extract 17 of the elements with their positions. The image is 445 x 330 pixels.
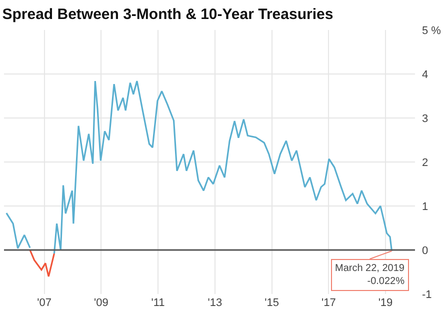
y-tick-label: 2 bbox=[422, 156, 428, 169]
y-tick-label: -1 bbox=[422, 288, 432, 301]
x-tick-label: '07 bbox=[37, 297, 52, 309]
y-tick-label: 1 bbox=[422, 200, 428, 213]
x-tick-label: '09 bbox=[94, 297, 108, 309]
x-tick-label: '15 bbox=[264, 297, 279, 309]
x-tick-label: '17 bbox=[322, 297, 336, 309]
x-tick-label: '11 bbox=[151, 297, 165, 309]
x-tick-label: '13 bbox=[208, 297, 222, 309]
line-series bbox=[29, 249, 56, 278]
y-tick-label: 4 bbox=[422, 68, 428, 81]
y-tick-label: 0 bbox=[422, 244, 428, 257]
y-tick-label: 5 % bbox=[422, 24, 442, 37]
y-tick-label: 3 bbox=[422, 112, 428, 125]
chart-title: Spread Between 3-Month & 10-Year Treasuries bbox=[2, 6, 334, 23]
x-tick-label: '19 bbox=[378, 297, 393, 309]
annotation: March 22, 2019 -0.022% bbox=[335, 263, 405, 287]
